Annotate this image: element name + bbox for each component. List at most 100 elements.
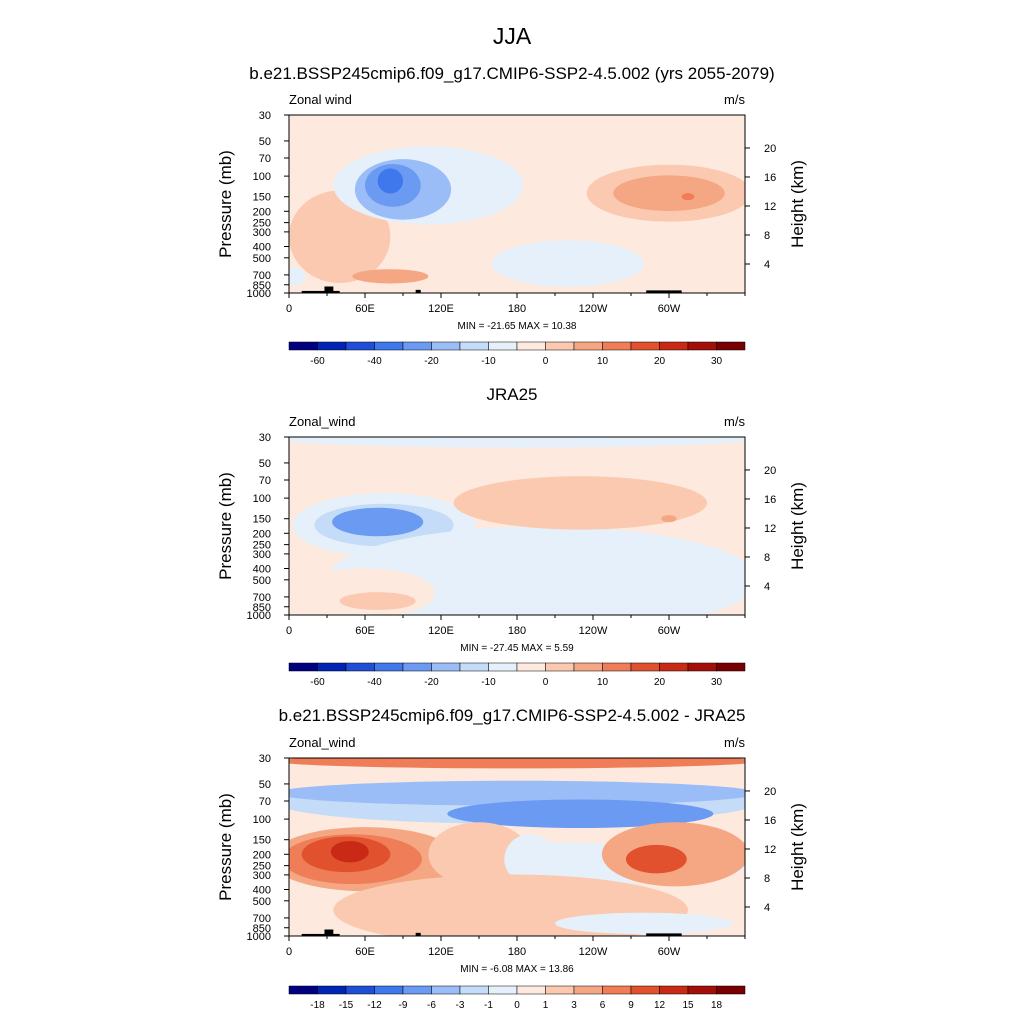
colorbar-box [716,662,746,672]
left-label: Zonal_wind [289,414,356,429]
colorbar-label: 0 [543,356,549,367]
contour-field [289,115,745,293]
colorbar-box [459,341,489,351]
colorbar-label: 18 [711,1000,723,1011]
colorbar-label: 30 [711,677,723,688]
figure-title: JJA [493,23,532,49]
y2-tick-label: 16 [764,815,776,827]
panel-title: b.e21.BSSP245cmip6.f09_g17.CMIP6-SSP2-4.… [279,706,746,725]
x-tick-label: 180 [508,625,526,637]
y-tick-label: 500 [253,253,271,265]
min-max-stats: MIN = -27.45 MAX = 5.59 [460,643,574,654]
colorbar-box [402,985,432,995]
colorbar-label: -10 [481,677,496,688]
colorbar-box [630,341,660,351]
y-tick-label: 250 [253,218,271,230]
contour-region [613,175,725,211]
contour-region [330,841,369,863]
y-axis-label: Pressure (mb) [216,150,235,258]
colorbar-label: -3 [456,1000,465,1011]
y2-tick-label: 4 [764,902,770,914]
y-tick-label: 250 [253,540,271,552]
colorbar-box [374,985,404,995]
y2-tick-label: 12 [764,844,776,856]
y-axis-label: Pressure (mb) [216,793,235,901]
colorbar-label: 10 [597,356,609,367]
contour-region [504,834,555,885]
y-tick-label: 100 [253,171,271,183]
colorbar-label: 9 [628,1000,634,1011]
colorbar-box [516,662,546,672]
contour-region [332,507,424,537]
topography-block [415,289,421,293]
panel-title: b.e21.BSSP245cmip6.f09_g17.CMIP6-SSP2-4.… [249,64,774,83]
colorbar-label: 20 [654,356,666,367]
y2-tick-label: 20 [764,465,776,477]
topography-block [324,929,334,936]
y-tick-label: 500 [253,896,271,908]
x-tick-label: 60W [658,303,681,315]
contour-region [352,269,429,284]
colorbar-label: -60 [310,677,325,688]
colorbar-box [602,341,632,351]
colorbar-label: -18 [310,1000,325,1011]
min-max-stats: MIN = -6.08 MAX = 13.86 [460,964,574,975]
colorbar-box [573,662,603,672]
x-tick-label: 120E [428,946,454,958]
y-tick-label: 300 [253,549,271,561]
contour-field [289,437,745,615]
min-max-stats: MIN = -21.65 MAX = 10.38 [458,321,577,332]
y2-tick-label: 12 [764,201,776,213]
colorbar-box [488,662,518,672]
y-tick-label: 200 [253,528,271,540]
colorbar-box [431,985,461,995]
y-tick-label: 700 [253,913,271,925]
colorbar-box [374,662,404,672]
y-tick-label: 700 [253,270,271,282]
y-tick-label: 70 [259,153,271,165]
colorbar-box [659,341,689,351]
y2-tick-label: 4 [764,259,770,271]
contour-region [681,193,695,201]
colorbar-box [516,341,546,351]
x-tick-label: 0 [286,946,292,958]
y2-tick-label: 20 [764,786,776,798]
colorbar-label: 0 [514,1000,520,1011]
y-tick-label: 400 [253,563,271,575]
x-tick-label: 60W [658,946,681,958]
colorbar-label: 30 [711,356,723,367]
y-axis-label: Pressure (mb) [216,472,235,580]
colorbar-box [573,341,603,351]
x-tick-label: 0 [286,625,292,637]
right-label: m/s [724,735,745,750]
x-tick-label: 180 [508,946,526,958]
colorbar-box [545,662,575,672]
y2-tick-label: 16 [764,172,776,184]
colorbar-box [659,662,689,672]
colorbar-box [402,662,432,672]
colorbar-label: -9 [399,1000,408,1011]
colorbar-box [459,662,489,672]
left-label: Zonal_wind [289,735,356,750]
contour-region [289,780,745,806]
colorbar-label: -15 [339,1000,354,1011]
colorbar-label: -40 [367,677,382,688]
colorbar-box [716,341,746,351]
contour-region [289,758,745,769]
y-tick-label: 200 [253,206,271,218]
colorbar-box [716,985,746,995]
x-tick-label: 120W [579,946,608,958]
y-tick-label: 400 [253,241,271,253]
colorbar-box [288,662,318,672]
contour-region [289,267,306,286]
colorbar-box [630,662,660,672]
colorbar-box [459,985,489,995]
colorbar: -18 -15 -12 -9 -6 -3 -1 0 1 3 6 9 12 15 18 [288,985,746,1011]
colorbar-label: 20 [654,677,666,688]
colorbar-label: -20 [424,356,439,367]
colorbar-box [317,985,347,995]
contour-region [453,476,707,530]
colorbar-box [345,341,375,351]
chart-panel-2: JRA25 Zonal_wind m/s 0 60E 120E 180 120W 60W 30 50… [216,385,807,688]
y-tick-label: 50 [259,136,271,148]
